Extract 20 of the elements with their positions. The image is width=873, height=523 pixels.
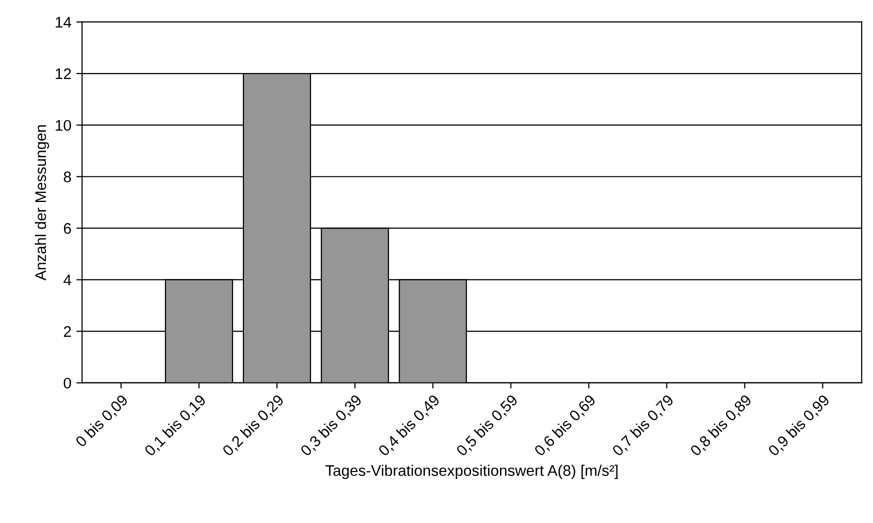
- x-tick-label: 0,9 bis 0,99: [767, 394, 832, 458]
- x-tick-label: 0,5 bis 0,59: [455, 394, 520, 458]
- y-tick-label: 4: [64, 274, 72, 286]
- x-tick-label: 0,2 bis 0,29: [222, 394, 286, 458]
- x-tick-label: 0,4 bis 0,49: [377, 394, 442, 458]
- x-tick-label: 0,1 bis 0,19: [144, 394, 208, 458]
- y-tick-label: 8: [64, 171, 71, 182]
- y-tick-label: 12: [56, 68, 71, 80]
- x-tick-label: 0,3 bis 0,39: [299, 394, 364, 458]
- y-tick-label: 6: [64, 223, 71, 234]
- x-tick-label: 0,7 bis 0,79: [611, 394, 676, 458]
- y-tick-label: 2: [64, 326, 71, 337]
- y-tick-label: 10: [56, 120, 72, 131]
- y-tick-label: 14: [56, 16, 72, 28]
- y-tick-label: 0: [64, 378, 72, 389]
- y-axis-title: Anzahl der Messungen: [34, 125, 50, 280]
- x-tick-label: 0 bis 0,09: [74, 394, 130, 449]
- x-axis-title: Tages-Vibrationsexpositionswert A(8) [m/s²]: [325, 464, 618, 479]
- x-tick-label: 0,8 bis 0,89: [689, 394, 754, 458]
- x-tick-label: 0,6 bis 0,69: [533, 394, 598, 458]
